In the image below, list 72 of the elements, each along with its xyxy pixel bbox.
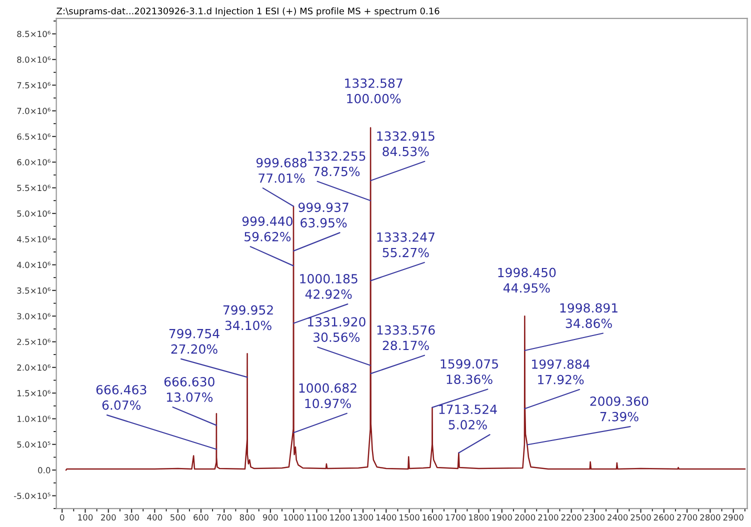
x-tick-label: 1900 (492, 514, 512, 521)
y-tick-label: 4.5×10⁶ (16, 236, 50, 242)
annotation: 1000.185 42.92% (300, 274, 358, 299)
y-tick-label: 8.0×10⁶ (17, 56, 50, 63)
x-tick-label: 1800 (469, 514, 489, 521)
y-tick-label: 0.0 (38, 467, 50, 474)
x-tick-label: 100 (78, 514, 93, 521)
annotation: 1332.915 84.53% (377, 131, 434, 156)
x-tick-label: 2300 (584, 514, 605, 521)
annotation: 666.630 13.07% (164, 377, 214, 402)
x-tick-label: 2900 (723, 514, 744, 521)
annotation: 1599.075 18.36% (440, 359, 498, 384)
x-tick-label: 1500 (400, 514, 420, 521)
y-tick-label: 1.5×10⁶ (18, 390, 50, 396)
annotation: 1997.884 17.92% (532, 359, 590, 384)
x-tick-label: 400 (147, 514, 162, 521)
x-tick-label: 600 (194, 514, 208, 521)
y-tick-label: 5.5×10⁶ (17, 184, 50, 192)
annotation: 999.688 77.01% (256, 158, 306, 183)
x-tick-label: 200 (101, 514, 116, 521)
annotation: 1000.682 10.97% (299, 383, 356, 408)
x-tick-label: 2000 (515, 514, 536, 521)
annotation: 799.952 34.10% (223, 305, 273, 330)
y-tick-label: 5.0×10⁵ (17, 441, 50, 448)
annotation: 1333.247 55.27% (377, 232, 434, 258)
annotation: 999.440 59.62% (242, 216, 292, 242)
annotation: 1713.524 5.02% (439, 404, 497, 430)
x-tick-label: 1400 (376, 514, 396, 521)
annotation: 1332.587 100.00% (345, 78, 402, 104)
x-tick-label: 2500 (630, 514, 651, 521)
annotation: 1333.576 28.17% (377, 325, 435, 350)
annotation: 666.463 6.07% (96, 384, 146, 410)
line-series (65, 127, 746, 471)
x-tick-label: 300 (124, 514, 139, 521)
x-tick-label: 1600 (422, 514, 443, 521)
x-tick-label: 2800 (700, 514, 720, 521)
x-tick-label: 900 (263, 514, 278, 521)
y-tick-label: 5.0×10⁶ (17, 210, 50, 217)
chart-title: Z:\suprams-dat...202130926-3.1.d Injection 1 ESI (+) MS profile MS + spectrum 0.16 (56, 7, 440, 16)
annotation: 999.937 63.95% (298, 202, 348, 228)
x-tick-label: 2400 (608, 514, 628, 521)
annotation: 1998.891 34.86% (560, 303, 618, 328)
y-tick-label: -5.0×10⁵ (14, 492, 50, 500)
y-tick-label: 7.5×10⁶ (17, 82, 50, 88)
x-tick-label: 2600 (654, 514, 674, 521)
x-tick-label: 1000 (284, 514, 304, 521)
y-tick-label: 3.5×10⁶ (17, 287, 50, 294)
y-tick-label: 8.5×10⁶ (17, 30, 50, 38)
y-tick-label: 6.5×10⁶ (17, 133, 50, 140)
y-tick-label: 1.0×10⁶ (18, 416, 50, 422)
y-tick-label: 4.0×10⁶ (16, 262, 50, 268)
x-tick-label: 2700 (677, 514, 698, 521)
annotation: 1331.920 30.56% (308, 317, 366, 342)
x-tick-label: 800 (240, 514, 255, 521)
x-tick-label: 0 (60, 514, 64, 521)
annotation: 1332.255 78.75% (308, 151, 366, 176)
x-tick-label: 1300 (353, 514, 374, 521)
annotation: 2009.360 7.39% (590, 396, 648, 422)
x-tick-label: 1100 (307, 514, 327, 521)
x-tick-label: 700 (216, 514, 232, 521)
y-tick-label: 2.5×10⁶ (17, 338, 50, 346)
annotation: 799.754 27.20% (169, 328, 220, 354)
x-tick-label: 1700 (446, 514, 466, 521)
annotation: 1998.450 44.95% (498, 268, 556, 293)
x-tick-label: 500 (170, 514, 186, 521)
y-tick-label: 6.0×10⁶ (17, 159, 50, 166)
x-tick-label: 1200 (330, 514, 350, 521)
y-tick-label: 7.0×10⁶ (17, 108, 50, 114)
y-tick-label: 2.0×10⁶ (17, 364, 50, 371)
x-tick-label: 2100 (538, 514, 558, 521)
y-tick-label: 3.0×10⁶ (17, 313, 50, 320)
x-tick-label: 2200 (561, 514, 582, 521)
